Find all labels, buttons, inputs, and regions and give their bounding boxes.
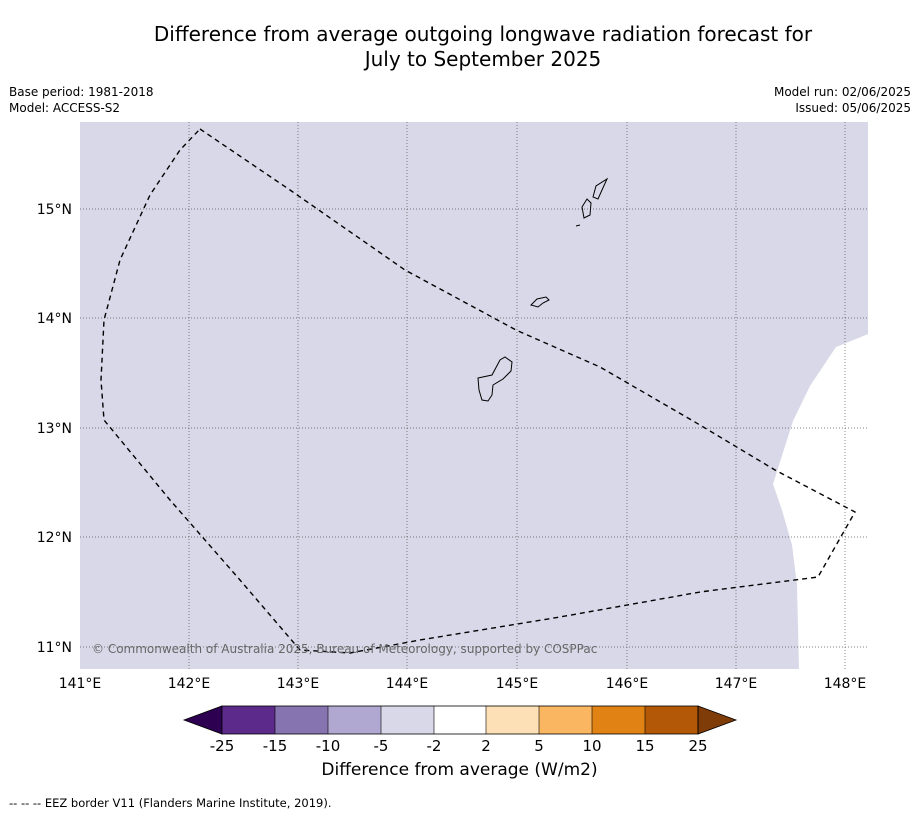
colorbar-tick: -10: [316, 737, 341, 755]
lat-label-14: 14°N: [37, 311, 72, 327]
lon-label-147: 147°E: [715, 676, 758, 692]
title-line-1: Difference from average outgoing longwav…: [153, 22, 813, 46]
colorbar-bin-8: [592, 706, 645, 734]
lon-label-141: 141°E: [59, 676, 102, 692]
colorbar-tick: 2: [481, 737, 491, 755]
lon-label-145: 145°E: [496, 676, 539, 692]
lon-label-148: 148°E: [824, 676, 867, 692]
colorbar-tick: 10: [582, 737, 601, 755]
colorbar-tick: 5: [534, 737, 544, 755]
chart-title: Difference from average outgoing longwav…: [80, 22, 886, 72]
colorbar-bin-6: [486, 706, 539, 734]
eez-border: [100, 128, 856, 654]
issued-date: Issued: 05/06/2025: [795, 101, 911, 115]
colorbar-extend-high: [697, 705, 738, 735]
title-line-2: July to September 2025: [364, 47, 602, 71]
gridlines: [80, 122, 868, 669]
lon-label-146: 146°E: [606, 676, 649, 692]
colorbar-ticks: -25 -15 -10 -5 -2 2 5 10 15 25: [210, 737, 708, 755]
colorbar-tick: -25: [210, 737, 235, 755]
meta-left: Base period: 1981-2018 Model: ACCESS-S2: [9, 84, 154, 116]
lat-label-11: 11°N: [37, 640, 72, 656]
footer-note: -- -- -- EEZ border V11 (Flanders Marine…: [9, 796, 332, 810]
colorbar-bin-3: [328, 706, 381, 734]
colorbar-bin-2: [275, 706, 328, 734]
map-background: [80, 122, 868, 669]
colorbar-tick: 25: [688, 737, 707, 755]
lon-label-142: 142°E: [168, 676, 211, 692]
base-period: Base period: 1981-2018: [9, 85, 154, 99]
model-name: Model: ACCESS-S2: [9, 101, 121, 115]
lat-label-12: 12°N: [37, 530, 72, 546]
colorbar: -25 -15 -10 -5 -2 2 5 10 15 25: [182, 705, 738, 755]
colorbar-tick: -15: [263, 737, 288, 755]
colorbar-tick: 15: [635, 737, 654, 755]
colorbar-bin-9: [645, 706, 698, 734]
lat-label-13: 13°N: [37, 421, 72, 437]
tinian-outline: [581, 198, 592, 219]
lat-label-15: 15°N: [37, 202, 72, 218]
aguijan-outline: [575, 224, 581, 227]
lon-label-144: 144°E: [386, 676, 429, 692]
rota-outline: [530, 296, 550, 308]
lon-label-143: 143°E: [277, 676, 320, 692]
colorbar-extend-low: [182, 705, 223, 735]
guam-outline: [477, 356, 513, 402]
colorbar-bin-5: [434, 706, 486, 734]
lat-axis-labels: 15°N 14°N 13°N 12°N 11°N: [37, 202, 72, 656]
colorbar-label: Difference from average (W/m2): [321, 760, 598, 780]
colorbar-bin-1: [222, 706, 275, 734]
meta-right: Model run: 02/06/2025 Issued: 05/06/2025: [774, 84, 911, 116]
saipan-outline: [592, 177, 609, 200]
colorbar-tick: -2: [427, 737, 442, 755]
colorbar-tick: -5: [374, 737, 389, 755]
copyright-text: © Commonwealth of Australia 2025, Bureau…: [92, 642, 597, 656]
lon-axis-labels: 141°E 142°E 143°E 144°E 145°E 146°E 147°…: [59, 676, 867, 692]
map-panel: © Commonwealth of Australia 2025, Bureau…: [80, 122, 868, 669]
model-run: Model run: 02/06/2025: [773, 85, 911, 99]
islands: [477, 177, 609, 402]
colorbar-bin-7: [539, 706, 592, 734]
colorbar-bin-4: [381, 706, 434, 734]
